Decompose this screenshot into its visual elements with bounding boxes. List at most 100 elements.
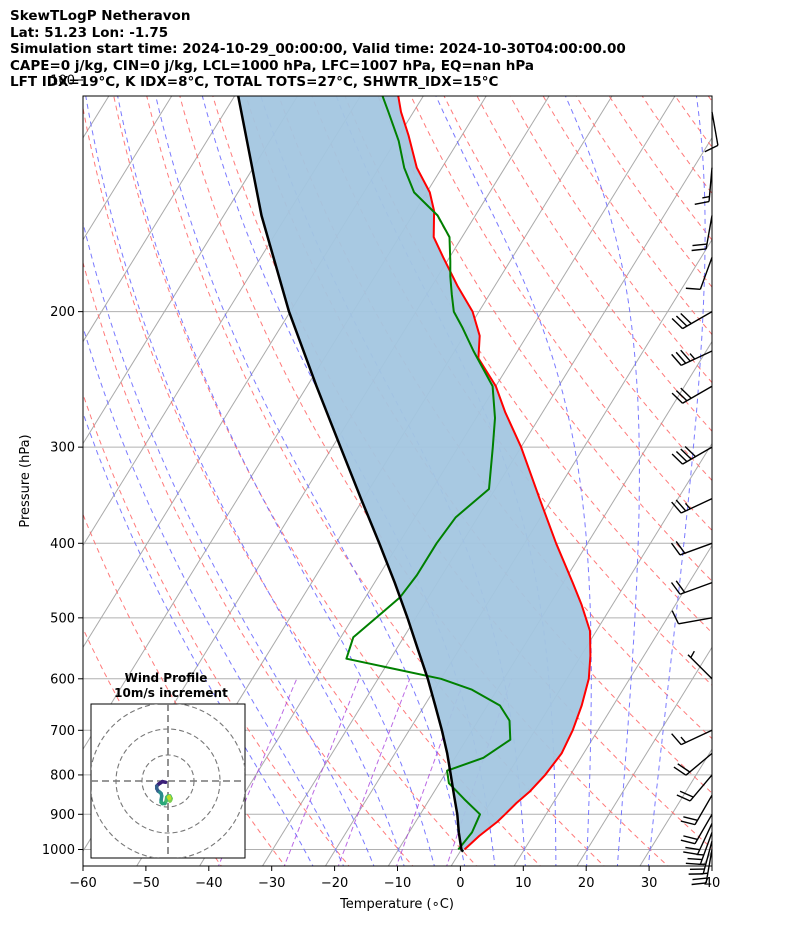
x-tick-label: 0 [456, 876, 464, 891]
wind-barb-staff [687, 654, 713, 680]
wind-barb-flag [692, 243, 708, 247]
wind-barb [691, 215, 713, 252]
wind-barb-half-flag [680, 736, 687, 744]
isotherm-gridline [83, 96, 236, 343]
dry-adiabat [83, 105, 478, 866]
wind-barb-staff [682, 446, 713, 465]
wind-barb [671, 729, 713, 746]
wind-barb-staff [711, 111, 719, 146]
x-tick-label: −50 [132, 876, 159, 891]
wind-profile-body [91, 704, 245, 858]
moist-adiabat [83, 325, 345, 866]
y-tick-label: 400 [50, 537, 75, 552]
isotherm-gridline [702, 850, 712, 866]
moist-adiabat [83, 220, 375, 866]
wind-barb-flag [680, 820, 696, 826]
wind-barb-flag [675, 451, 688, 463]
isotherm-gridline [83, 96, 173, 241]
wind-barb-flag [671, 733, 682, 746]
wind-barb-flag [675, 390, 688, 402]
wind-barb-flag [680, 839, 696, 845]
wind-barb-staff [699, 832, 713, 865]
x-tick-label: 10 [515, 876, 532, 891]
wind-barb-staff [702, 840, 713, 875]
wind-barb-staff [679, 542, 713, 556]
wind-barb-flag [671, 501, 682, 514]
wind-barb [685, 257, 713, 290]
wind-barb-staff [694, 794, 713, 825]
wind-barb-half-flag [684, 502, 691, 510]
x-tick-label: −30 [258, 876, 285, 891]
moist-adiabat [564, 96, 640, 866]
wind-barb-staff [682, 311, 713, 330]
wind-barb-flag [670, 582, 681, 595]
wind-barb [694, 167, 713, 206]
wind-barb-staff [696, 823, 713, 855]
wind-barb-flag [671, 453, 684, 465]
wind-barb [671, 385, 713, 404]
wind-barb [680, 794, 713, 826]
x-tick-label: −10 [384, 876, 411, 891]
temperature-line [397, 96, 592, 851]
dry-adiabat [344, 96, 712, 634]
wind-barb-staff [705, 849, 713, 884]
wind-barb-flag [685, 287, 701, 290]
wind-barb-flag [671, 353, 682, 366]
wind-barb [676, 774, 713, 802]
wind-barb [688, 840, 713, 875]
wind-barb-half-flag [696, 853, 704, 856]
x-tick-label: −20 [321, 876, 348, 891]
y-tick-label: 800 [50, 768, 75, 783]
y-tick-label: 1000 [42, 843, 75, 858]
wind-barb [704, 111, 719, 153]
moist-adiabat [647, 96, 706, 866]
wind-barb-flag [704, 144, 719, 153]
wind-barb-staff [699, 257, 713, 290]
wind-barb-flag [684, 446, 697, 458]
wind-barb-half-flag [702, 195, 710, 199]
wind-barb-flag [680, 448, 692, 460]
indices-line-2: LFT IDX=19°C, K IDX=8°C, TOTAL TOTS=27°C… [10, 74, 499, 90]
wind-barb-flag [675, 499, 687, 512]
x-tick-label: 20 [578, 876, 595, 891]
wind-barb-flag [685, 846, 700, 851]
x-tick-label: 40 [704, 876, 721, 891]
wind-barb [671, 610, 713, 625]
dry-adiabat [674, 96, 712, 148]
wind-barb-flag [671, 318, 684, 330]
wind-barb-staff [680, 498, 713, 514]
wind-barb-flag [675, 580, 686, 593]
wind-barb-staff [680, 729, 713, 746]
wind-barb [670, 580, 713, 595]
wind-barb-flag [691, 882, 707, 886]
wind-barb-flag [692, 877, 708, 881]
wind-barb-flag [676, 794, 691, 802]
y-tick-label: 600 [50, 672, 75, 687]
wind-barb-flag [687, 857, 703, 861]
isotherm-gridline [324, 238, 712, 866]
isotherm-gridline [0, 63, 3, 869]
wind-barb-staff [705, 215, 713, 250]
wind-profile-title: Wind Profile [125, 671, 208, 685]
wind-barb [680, 813, 713, 845]
wind-barb-flag [691, 248, 707, 252]
wind-barb [671, 349, 713, 367]
x-axis-label: Temperature (∘C) [339, 897, 454, 912]
wind-barb-half-flag [690, 650, 695, 658]
wind-barb [671, 498, 713, 514]
parcel-line [236, 96, 465, 853]
wind-barb-flag [683, 835, 698, 841]
y-axis-label: Pressure (hPa) [18, 434, 33, 527]
dry-adiabat [83, 260, 414, 866]
y-tick-label: 900 [50, 808, 75, 823]
wind-barb-half-flag [689, 353, 696, 360]
mixing-ratio-line [337, 678, 411, 866]
wind-barb [670, 541, 713, 556]
dry-adiabat [641, 96, 712, 195]
isotherm-gridline [83, 96, 299, 445]
mixing-ratio-line [395, 678, 465, 866]
wind-barb-flag [680, 313, 692, 325]
indices-line-1: CAPE=0 j/kg, CIN=0 j/kg, LCL=1000 hPa, L… [10, 57, 535, 74]
dry-adiabat [707, 96, 712, 102]
